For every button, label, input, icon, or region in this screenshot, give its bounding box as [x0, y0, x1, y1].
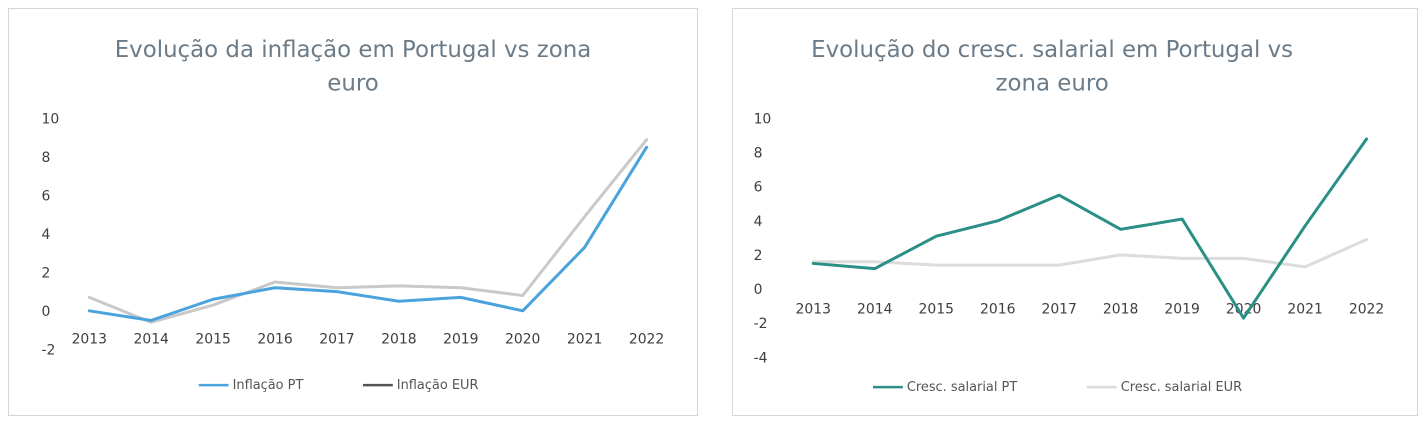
y-tick-label: -4 — [754, 350, 768, 366]
legend-label: Inflação EUR — [397, 378, 479, 393]
legend-label: Inflação PT — [233, 378, 304, 393]
data-point — [935, 263, 938, 267]
series-line — [87, 138, 649, 324]
x-tick-label: 2020 — [1226, 302, 1261, 318]
data-point — [996, 263, 999, 267]
data-point — [521, 294, 524, 297]
x-tick-label: 2021 — [567, 331, 602, 347]
y-tick-label: 8 — [754, 146, 763, 162]
y-tick-label: 8 — [42, 150, 51, 166]
data-point — [645, 146, 648, 149]
y-tick-label: 6 — [42, 188, 51, 204]
x-tick-label: 2022 — [629, 331, 664, 347]
data-point — [335, 290, 339, 293]
y-tick-label: 2 — [754, 248, 763, 264]
data-point — [150, 319, 153, 322]
salary-growth-chart: Evolução do cresc. salarial em Portugal … — [754, 37, 1385, 395]
x-tick-label: 2015 — [919, 302, 954, 318]
y-tick-label: 0 — [754, 282, 763, 298]
data-point — [1180, 257, 1184, 260]
data-point — [812, 262, 815, 265]
y-tick-label: 2 — [42, 265, 51, 281]
data-point — [873, 260, 876, 263]
data-point — [1057, 263, 1061, 267]
legend-label: Cresc. salarial EUR — [1121, 380, 1242, 395]
data-point — [1303, 224, 1307, 228]
data-point — [1119, 228, 1122, 231]
data-point — [1119, 253, 1122, 257]
data-point — [1365, 238, 1368, 241]
data-point — [459, 286, 462, 289]
x-tick-label: 2014 — [857, 302, 893, 318]
series-line — [811, 137, 1369, 320]
x-tick-label: 2019 — [443, 331, 478, 347]
data-point — [873, 267, 876, 270]
data-point — [935, 234, 938, 238]
data-point — [211, 303, 215, 307]
data-point — [1180, 217, 1184, 221]
y-tick-label: 10 — [42, 111, 60, 127]
x-tick-label: 2016 — [980, 302, 1015, 318]
data-point — [521, 309, 524, 313]
data-point — [335, 286, 339, 289]
x-tick-label: 2020 — [505, 331, 540, 347]
y-tick-label: 4 — [754, 214, 763, 230]
x-tick-label: 2013 — [796, 302, 831, 318]
data-point — [583, 215, 586, 218]
legend-label: Cresc. salarial PT — [907, 380, 1018, 395]
x-tick-label: 2015 — [195, 331, 230, 347]
chart-title-line: Evolução do cresc. salarial em Portugal … — [811, 37, 1293, 63]
y-tick-label: -2 — [754, 316, 768, 332]
data-point — [996, 219, 999, 223]
x-tick-label: 2019 — [1164, 302, 1199, 318]
chart-title-line: zona euro — [995, 71, 1108, 97]
data-point — [645, 138, 648, 141]
data-point — [583, 246, 586, 249]
data-point — [88, 309, 91, 313]
y-tick-label: -2 — [42, 342, 56, 358]
data-point — [211, 298, 215, 301]
data-point — [1365, 137, 1368, 141]
data-point — [1242, 316, 1245, 320]
data-point — [273, 280, 277, 284]
data-point — [397, 300, 401, 303]
x-tick-label: 2022 — [1349, 302, 1384, 318]
x-tick-label: 2018 — [381, 331, 416, 347]
data-point — [1303, 265, 1307, 269]
data-point — [1057, 194, 1061, 197]
data-point — [459, 296, 462, 299]
data-point — [1242, 257, 1245, 260]
data-point — [273, 286, 277, 289]
chart-title-line: euro — [327, 71, 378, 97]
inflation-chart: Evolução da inflação em Portugal vs zona… — [42, 37, 665, 393]
x-tick-label: 2016 — [257, 331, 292, 347]
x-tick-label: 2021 — [1287, 302, 1322, 318]
y-tick-label: 6 — [754, 180, 763, 196]
inflation-chart-panel: Evolução da inflação em Portugal vs zona… — [8, 8, 698, 416]
y-tick-label: 0 — [42, 304, 51, 320]
x-tick-label: 2014 — [133, 331, 169, 347]
y-tick-label: 4 — [42, 227, 51, 243]
salary-growth-chart-panel: Evolução do cresc. salarial em Portugal … — [732, 8, 1418, 416]
chart-title-line: Evolução da inflação em Portugal vs zona — [115, 37, 592, 63]
series-line — [87, 145, 649, 322]
series-line — [811, 238, 1369, 269]
x-tick-label: 2013 — [72, 331, 107, 347]
data-point — [88, 296, 91, 299]
data-point — [397, 284, 401, 288]
y-tick-label: 10 — [754, 111, 772, 127]
x-tick-label: 2017 — [1041, 302, 1076, 318]
x-tick-label: 2017 — [319, 331, 354, 347]
x-tick-label: 2018 — [1103, 302, 1138, 318]
